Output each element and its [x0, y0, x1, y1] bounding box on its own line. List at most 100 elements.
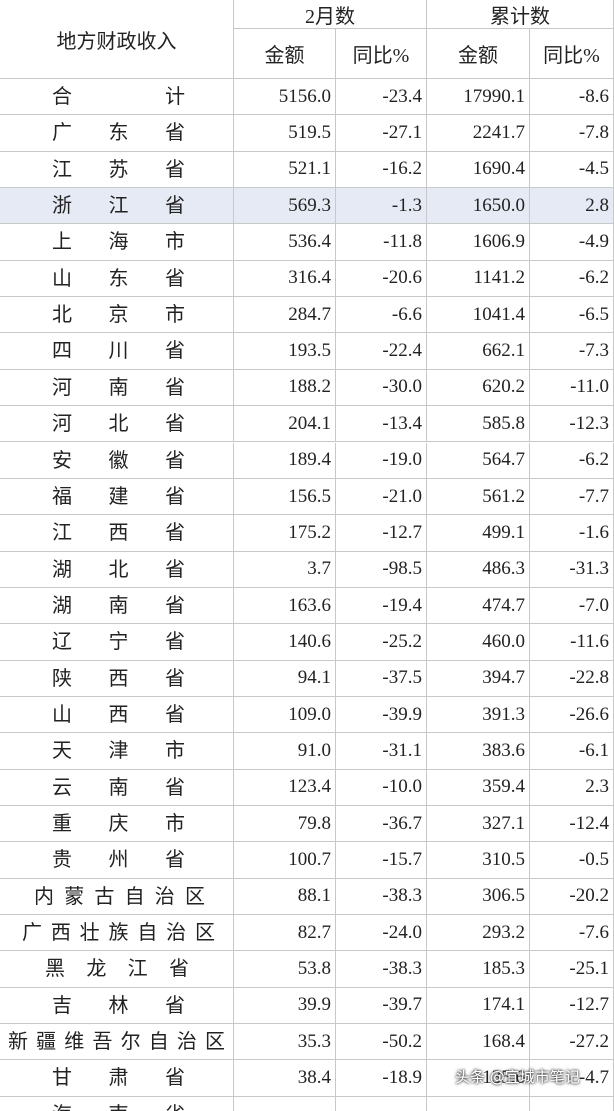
cell-value: -24.0 — [336, 915, 427, 952]
cell-value: 109.0 — [234, 696, 336, 734]
cell-value: -6.5 — [530, 297, 614, 334]
cell-value: -37.5 — [336, 660, 427, 697]
cell-value: 174.1 — [427, 987, 530, 1025]
cell-value: -36.7 — [336, 806, 427, 843]
column-header: 同比% — [336, 29, 427, 79]
cell-value: -20.6 — [336, 260, 427, 298]
group-header: 2月数 — [234, 0, 427, 29]
cell-value: -15.7 — [336, 842, 427, 879]
cell-value: 188.2 — [234, 369, 336, 407]
row-label: 北京市 — [0, 297, 234, 334]
cell-value: 35.3 — [234, 1024, 336, 1061]
cell-value: -4.5 — [530, 151, 614, 189]
row-label: 福建省 — [0, 478, 234, 516]
cell-value: -6.2 — [530, 260, 614, 298]
row-label: 山西省 — [0, 696, 234, 734]
row-label: 安徽省 — [0, 442, 234, 479]
cell-value: 82.7 — [234, 915, 336, 952]
cell-value: 189.4 — [234, 442, 336, 479]
cell-value: -6.2 — [530, 442, 614, 479]
cell-value: 5156.0 — [234, 79, 336, 116]
cell-value: 1606.9 — [427, 224, 530, 261]
cell-value: 585.8 — [427, 406, 530, 443]
cell-value: 1041.4 — [427, 297, 530, 334]
cell-value: -7.6 — [530, 915, 614, 952]
cell-value: 521.1 — [234, 151, 336, 189]
row-label: 江苏省 — [0, 151, 234, 189]
cell-value: 185.3 — [427, 951, 530, 988]
row-label: 陕西省 — [0, 660, 234, 697]
column-header: 金额 — [427, 29, 530, 79]
cell-value: 156.5 — [234, 478, 336, 516]
cell-value: -23.4 — [336, 79, 427, 116]
cell-value: -19.4 — [336, 587, 427, 625]
cell-value: -25.2 — [336, 624, 427, 661]
cell-value: -8.6 — [530, 79, 614, 116]
cell-value: 486.3 — [427, 551, 530, 588]
cell-value: 79.8 — [234, 806, 336, 843]
cell-value: -22.8 — [530, 660, 614, 697]
cell-value: 53.8 — [234, 951, 336, 988]
cell-value: 394.7 — [427, 660, 530, 697]
cell-value: -21.0 — [336, 478, 427, 516]
cell-value: -4.9 — [530, 224, 614, 261]
cell-value: 168.4 — [427, 1024, 530, 1061]
row-label: 上海市 — [0, 224, 234, 261]
cell-value: 284.7 — [234, 297, 336, 334]
cell-value — [530, 1096, 614, 1111]
cell-value: -20.2 — [530, 878, 614, 916]
row-label: 海南省 — [0, 1096, 234, 1111]
row-label: 新疆维吾尔自治区 — [0, 1024, 234, 1061]
cell-value: -22.4 — [336, 333, 427, 370]
cell-value: 519.5 — [234, 115, 336, 152]
cell-value: -39.7 — [336, 987, 427, 1025]
row-label: 浙江省 — [0, 188, 234, 225]
cell-value: 3.7 — [234, 551, 336, 588]
cell-value: 140.6 — [234, 624, 336, 661]
row-label: 广西壮族自治区 — [0, 915, 234, 952]
cell-value: 293.2 — [427, 915, 530, 952]
cell-value: -10.0 — [336, 769, 427, 806]
row-label: 吉林省 — [0, 987, 234, 1025]
row-label: 内蒙古自治区 — [0, 878, 234, 916]
cell-value: -27.1 — [336, 115, 427, 152]
column-header: 同比% — [530, 29, 614, 79]
row-label: 河北省 — [0, 406, 234, 443]
cell-value: -30.0 — [336, 369, 427, 407]
cell-value: 569.3 — [234, 188, 336, 225]
cell-value: 460.0 — [427, 624, 530, 661]
row-label: 云南省 — [0, 769, 234, 806]
cell-value: 564.7 — [427, 442, 530, 479]
row-label: 湖南省 — [0, 587, 234, 625]
cell-value: 1690.4 — [427, 151, 530, 189]
row-label: 辽宁省 — [0, 624, 234, 661]
row-label: 江西省 — [0, 515, 234, 552]
cell-value: 391.3 — [427, 696, 530, 734]
cell-value: 662.1 — [427, 333, 530, 370]
cell-value: 2.8 — [530, 188, 614, 225]
cell-value — [427, 1096, 530, 1111]
cell-value: 39.9 — [234, 987, 336, 1025]
cell-value: 2.3 — [530, 769, 614, 806]
cell-value: -13.4 — [336, 406, 427, 443]
group-header: 累计数 — [427, 0, 614, 29]
cell-value: 123.4 — [234, 769, 336, 806]
cell-value: -7.3 — [530, 333, 614, 370]
cell-value: -16.2 — [336, 151, 427, 189]
cell-value: -31.3 — [530, 551, 614, 588]
cell-value: 310.5 — [427, 842, 530, 879]
cell-value: 306.5 — [427, 878, 530, 916]
cell-value: -38.3 — [336, 951, 427, 988]
cell-value: 1141.2 — [427, 260, 530, 298]
cell-value: 561.2 — [427, 478, 530, 516]
row-label: 重庆市 — [0, 806, 234, 843]
cell-value: -6.1 — [530, 733, 614, 770]
cell-value: 536.4 — [234, 224, 336, 261]
cell-value: 94.1 — [234, 660, 336, 697]
cell-value: 135.6 — [427, 1060, 530, 1097]
cell-value: 499.1 — [427, 515, 530, 552]
cell-value: 2241.7 — [427, 115, 530, 152]
cell-value: -12.7 — [336, 515, 427, 552]
cell-value: -7.7 — [530, 478, 614, 516]
